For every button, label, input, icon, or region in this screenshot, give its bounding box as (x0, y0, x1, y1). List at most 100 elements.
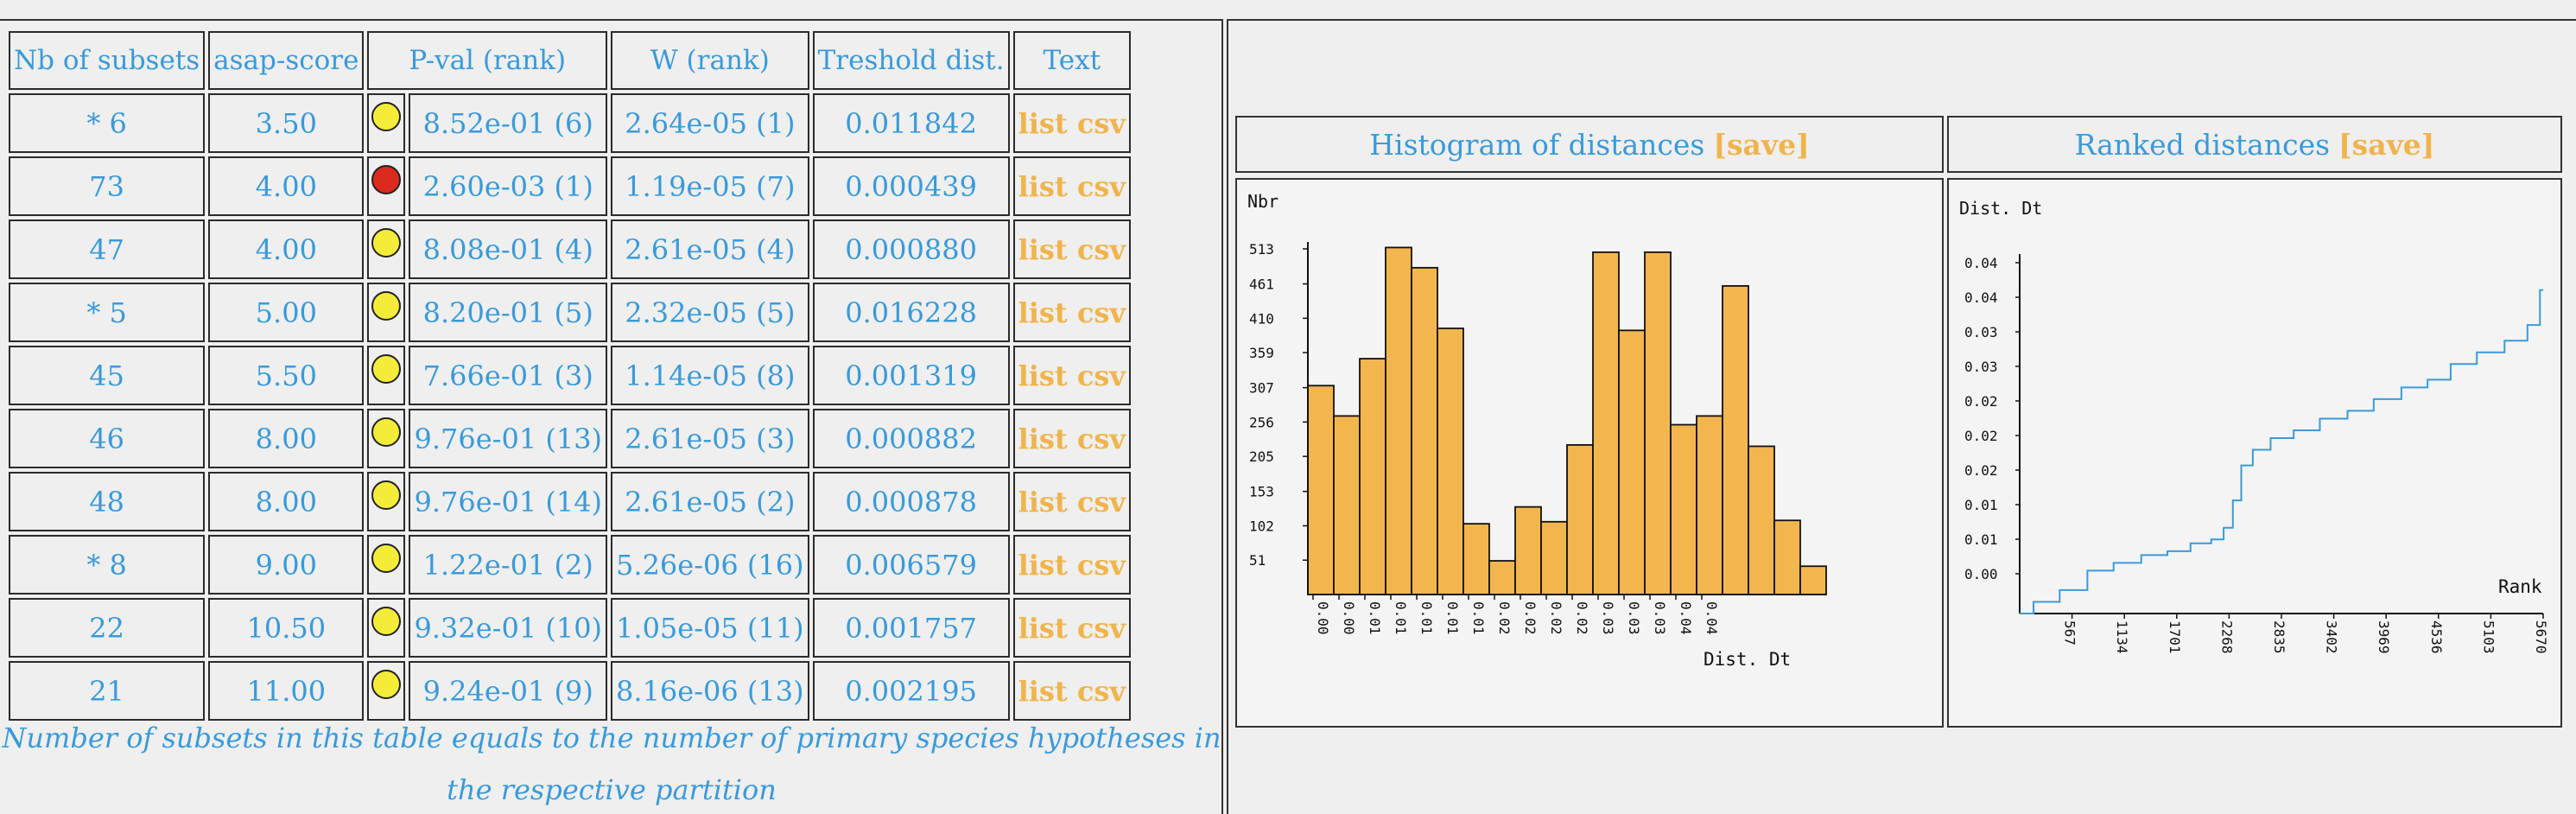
header-pval-rank: P-val (rank) (367, 31, 607, 90)
ranked-ytick-label: 0.03 (1964, 324, 1998, 340)
treshold-cell: 0.001319 (813, 346, 1010, 405)
ranked-ytick-label: 0.01 (1964, 531, 1998, 548)
list-csv-link[interactable]: list csv (1018, 170, 1126, 203)
ranked-ytick-label: 0.02 (1964, 428, 1998, 444)
text-cell: list csv (1013, 409, 1131, 468)
histogram-bar (1308, 385, 1334, 595)
histogram-ytick-label: 410 (1249, 310, 1274, 327)
histogram-xtick-label: 0.01 (1393, 601, 1409, 635)
ranked-header: Ranked distances [save] (1947, 116, 2562, 173)
histogram-save-link[interactable]: [save] (1713, 128, 1809, 162)
ranked-title: Ranked distances (2075, 128, 2330, 162)
list-csv-link[interactable]: list csv (1018, 423, 1126, 455)
text-cell: list csv (1013, 156, 1131, 216)
nb-subsets-cell: 48 (9, 472, 205, 531)
asap-score-cell: 4.00 (208, 219, 364, 279)
histogram-xtick-label: 0.04 (1678, 601, 1694, 635)
ranked-xtick-label: 4536 (2428, 620, 2445, 654)
status-dot-cell (367, 598, 405, 658)
ranked-xtick-label: 5103 (2480, 620, 2497, 654)
ranked-ytick-label: 0.04 (1964, 289, 1998, 306)
w-rank-cell: 2.64e-05 (1) (611, 93, 809, 153)
list-csv-link[interactable]: list csv (1018, 107, 1126, 140)
nb-subsets-cell: * 6 (9, 93, 205, 153)
histogram-ytick-label: 513 (1249, 241, 1274, 258)
status-dot-icon (371, 544, 401, 573)
histogram-chart: Nbr Dist. Dt 51 102 153 205 256 307 359 410 461 513… (1235, 178, 1944, 728)
histogram-xtick-label: 0.04 (1704, 601, 1720, 635)
histogram-bar (1774, 520, 1800, 595)
histogram-xtick-label: 0.00 (1341, 601, 1357, 635)
asap-score-cell: 5.00 (208, 283, 364, 342)
list-csv-link[interactable]: list csv (1018, 233, 1126, 266)
table-row: 48 8.00 9.76e-01 (14) 2.61e-05 (2) 0.000878 l… (9, 472, 1131, 531)
ranked-xtick-label: 5670 (2533, 620, 2549, 654)
header-treshold-dist: Treshold dist. (813, 31, 1010, 90)
header-w-rank: W (rank) (611, 31, 809, 90)
status-dot-cell (367, 93, 405, 153)
ranked-save-link[interactable]: [save] (2338, 128, 2434, 162)
histogram-xtick-label: 0.01 (1418, 601, 1435, 635)
list-csv-link[interactable]: list csv (1018, 486, 1126, 518)
w-rank-cell: 5.26e-06 (16) (611, 535, 809, 595)
status-dot-icon (371, 670, 401, 699)
nb-subsets-cell: 45 (9, 346, 205, 405)
status-dot-cell (367, 409, 405, 468)
treshold-cell: 0.000439 (813, 156, 1010, 216)
w-rank-cell: 2.61e-05 (3) (611, 409, 809, 468)
table-footnote: Number of subsets in this table equals t… (0, 712, 1223, 814)
ranked-ytick-label: 0.02 (1964, 462, 1998, 479)
treshold-cell: 0.016228 (813, 283, 1010, 342)
w-rank-cell: 2.61e-05 (2) (611, 472, 809, 531)
histogram-bar (1360, 359, 1386, 595)
text-cell: list csv (1013, 346, 1131, 405)
ranked-xtick-label: 567 (2062, 620, 2078, 645)
status-dot-cell (367, 219, 405, 279)
asap-score-cell: 10.50 (208, 598, 364, 658)
histogram-ylabel: Nbr (1247, 191, 1278, 212)
pval-cell: 8.52e-01 (6) (409, 93, 607, 153)
histogram-bar (1463, 524, 1489, 595)
histogram-bar (1489, 561, 1515, 595)
ranked-ytick-label: 0.02 (1964, 393, 1998, 410)
list-csv-link[interactable]: list csv (1018, 359, 1126, 392)
text-cell: list csv (1013, 598, 1131, 658)
histogram-header: Histogram of distances [save] (1235, 116, 1944, 173)
text-cell: list csv (1013, 472, 1131, 531)
histogram-svg: Nbr Dist. Dt 51 102 153 205 256 307 359 410 461 513… (1237, 180, 1942, 726)
status-dot-icon (371, 228, 401, 258)
histogram-xlabel: Dist. Dt (1704, 649, 1791, 670)
histogram-ytick-label: 51 (1249, 552, 1266, 569)
histogram-bar (1800, 566, 1826, 595)
table-row: 45 5.50 7.66e-01 (3) 1.14e-05 (8) 0.001319 li… (9, 346, 1131, 405)
histogram-xtick-label: 0.00 (1315, 601, 1331, 635)
header-nb-subsets: Nb of subsets (9, 31, 205, 90)
histogram-xtick-label: 0.03 (1600, 601, 1616, 635)
histogram-xtick-label: 0.02 (1574, 601, 1590, 635)
histogram-ytick-label: 307 (1249, 380, 1274, 397)
status-dot-cell (367, 156, 405, 216)
status-dot-cell (367, 346, 405, 405)
list-csv-link[interactable]: list csv (1018, 675, 1126, 708)
ranked-ytick-label: 0.04 (1964, 255, 1998, 271)
ranked-xtick-label: 2268 (2218, 620, 2235, 654)
pval-cell: 9.32e-01 (10) (409, 598, 607, 658)
asap-score-cell: 9.00 (208, 535, 364, 595)
histogram-bar (1593, 252, 1619, 595)
asap-score-cell: 3.50 (208, 93, 364, 153)
ranked-xtick-label: 1701 (2167, 620, 2183, 654)
partition-results-table: Nb of subsets asap-score P-val (rank) W … (5, 28, 1134, 724)
list-csv-link[interactable]: list csv (1018, 296, 1126, 329)
list-csv-link[interactable]: list csv (1018, 549, 1126, 582)
histogram-bar (1645, 252, 1671, 595)
list-csv-link[interactable]: list csv (1018, 612, 1126, 645)
table-row: * 8 9.00 1.22e-01 (2) 5.26e-06 (16) 0.006579… (9, 535, 1131, 595)
ranked-ytick-label: 0.00 (1964, 566, 1998, 582)
asap-score-cell: 8.00 (208, 409, 364, 468)
histogram-bar (1671, 425, 1697, 595)
status-dot-icon (371, 417, 401, 447)
w-rank-cell: 1.14e-05 (8) (611, 346, 809, 405)
status-dot-icon (371, 480, 401, 510)
status-dot-icon (371, 354, 401, 384)
treshold-cell: 0.006579 (813, 535, 1010, 595)
